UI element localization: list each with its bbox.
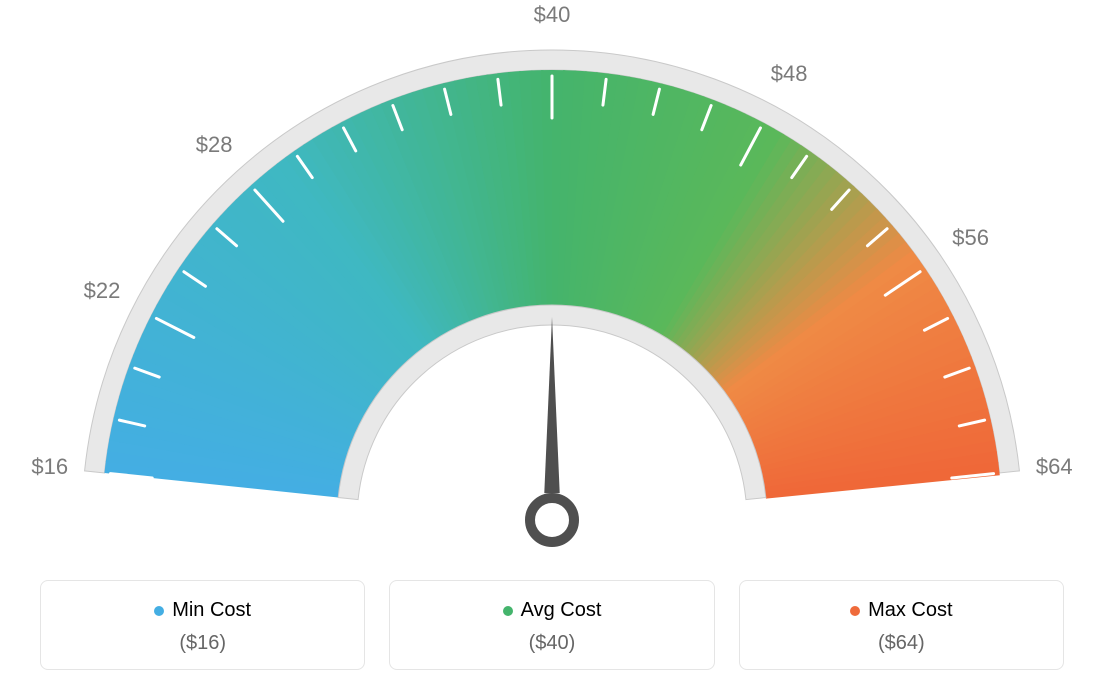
legend-label-min: Min Cost [154,599,251,622]
legend-label-avg: Avg Cost [503,599,602,622]
gauge-tick-label: $56 [952,225,989,251]
gauge-tick-label: $22 [84,278,121,304]
cost-gauge: $16 $22 $28 $40 $48 $56 $64 [0,0,1104,560]
legend-card-min: Min Cost ($16) [40,580,365,670]
gauge-tick-label: $28 [196,132,233,158]
legend-card-avg: Avg Cost ($40) [389,580,714,670]
gauge-tick-label: $48 [771,61,808,87]
legend-row: Min Cost ($16) Avg Cost ($40) Max Cost (… [40,580,1064,670]
dot-icon [154,606,164,616]
legend-label-text: Avg Cost [521,599,602,622]
gauge-svg [0,0,1104,560]
legend-card-max: Max Cost ($64) [739,580,1064,670]
gauge-tick-label: $64 [1036,454,1073,480]
dot-icon [503,606,513,616]
legend-value-avg: ($40) [400,632,703,655]
legend-value-max: ($64) [750,632,1053,655]
dot-icon [850,606,860,616]
legend-value-min: ($16) [51,632,354,655]
gauge-tick-label: $40 [534,2,571,28]
legend-label-text: Min Cost [172,599,251,622]
legend-label-max: Max Cost [850,599,952,622]
gauge-tick-label: $16 [31,454,68,480]
legend-label-text: Max Cost [868,599,952,622]
